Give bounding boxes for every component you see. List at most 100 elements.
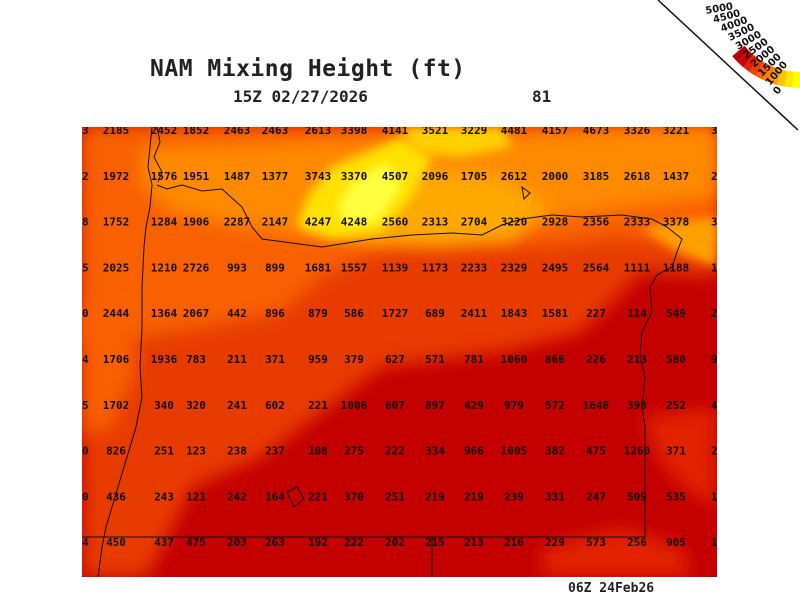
grid-value: 202 [385,536,405,549]
grid-value: 379 [344,353,364,366]
grid-value: 4248 [341,216,368,229]
grid-value: 1437 [663,170,690,183]
grid-value: 2096 [422,170,449,183]
grid-value: 251 [154,445,174,458]
grid-value: 1005 [501,445,528,458]
valid-time: 15Z 02/27/2026 [233,87,368,106]
grid-value: 4141 [382,127,409,137]
grid-value: 586 [344,307,364,320]
grid-value: 2613 [305,127,332,137]
grid-value: 2564 [583,261,610,274]
grid-value: 1188 [663,261,690,274]
grid-value: 2333 [624,216,651,229]
grid-value: 573 [586,536,606,549]
grid-value: 370 [344,490,364,503]
grid-value: 2185 [103,127,130,137]
grid-value: 450 [106,536,126,549]
chart-title: NAM Mixing Height (ft) [150,56,466,82]
grid-value: 959 [308,353,328,366]
grid-value: 252 [666,399,686,412]
grid-value: 572 [545,399,565,412]
grid-value: 1648 [583,399,610,412]
legend-wedge [749,58,764,77]
grid-value: 897 [425,399,445,412]
grid-value: 1706 [103,353,130,366]
grid-value-edge: 4 [82,536,89,549]
legend-wedge [732,45,749,62]
grid-value: 37 [711,127,717,137]
grid-value: 251 [385,490,405,503]
grid-value: 275 [344,445,364,458]
grid-value: 238 [227,445,247,458]
grid-value: 241 [227,399,247,412]
init-time: 06Z 24Feb26 [568,581,655,596]
legend-wedge [777,69,788,87]
legend-label: 5000 [705,1,734,17]
grid-value: 123 [186,445,206,458]
grid-value: 535 [666,490,686,503]
grid-value: 226 [586,353,606,366]
grid-value: 2313 [422,216,449,229]
grid-value: 203 [227,536,247,549]
grid-value: 137 [711,490,717,503]
color-field [82,127,717,577]
grid-value: 2329 [501,261,528,274]
grid-value: 993 [227,261,247,274]
legend-wedge [762,65,776,83]
legend-diagonal-line [657,0,799,131]
grid-value: 2287 [224,216,251,229]
grid-value: 393 [711,216,717,229]
grid-value: 826 [106,445,126,458]
grid-value: 627 [385,353,405,366]
grid-value: 3229 [461,127,488,137]
grid-value: 1210 [151,261,178,274]
grid-value-edge: 0 [82,445,89,458]
grid-value: 1727 [382,307,409,320]
grid-value: 227 [586,307,606,320]
legend-wedge [784,70,794,88]
grid-value: 221 [308,490,328,503]
grid-value: 121 [186,490,206,503]
grid-value: 509 [627,490,647,503]
grid-value: 1951 [183,170,210,183]
grid-value: 979 [504,399,524,412]
legend-wedge [737,50,754,68]
grid-value: 896 [265,307,285,320]
grid-value: 1364 [151,307,178,320]
grid-value: 242 [227,490,247,503]
grid-value: 2618 [624,170,651,183]
grid-value: 437 [154,536,174,549]
grid-value: 783 [186,353,206,366]
grid-value-edge: 4 [82,353,89,366]
grid-value: 3185 [583,170,610,183]
grid-value: 222 [344,536,364,549]
grid-value: 334 [425,445,445,458]
grid-value: 24 [711,445,717,458]
grid-value: 257 [711,170,717,183]
grid-value: 1139 [382,261,409,274]
legend-wedge [792,71,800,88]
grid-value: 200 [711,307,717,320]
grid-value: 966 [464,445,484,458]
grid-value: 2452 [151,127,178,137]
grid-value: 4157 [542,127,569,137]
grid-value: 213 [464,536,484,549]
grid-value-edge: 2 [82,170,89,183]
grid-value: 150 [711,261,717,274]
grid-value: 222 [385,445,405,458]
legend-wedge [769,67,782,85]
grid-value: 229 [545,536,565,549]
grid-value: 2463 [262,127,289,137]
grid-value-edge: 5 [82,261,89,274]
grid-value: 571 [425,353,445,366]
grid-value: 3221 [663,127,690,137]
grid-value: 215 [425,536,445,549]
grid-value: 607 [385,399,405,412]
grid-value: 1173 [422,261,449,274]
legend-wedge [743,54,759,72]
grid-value: 1487 [224,170,251,183]
grid-value: 211 [227,353,247,366]
grid-value: 689 [425,307,445,320]
grid-value: 1557 [341,261,368,274]
grid-value-edge: 0 [82,490,89,503]
